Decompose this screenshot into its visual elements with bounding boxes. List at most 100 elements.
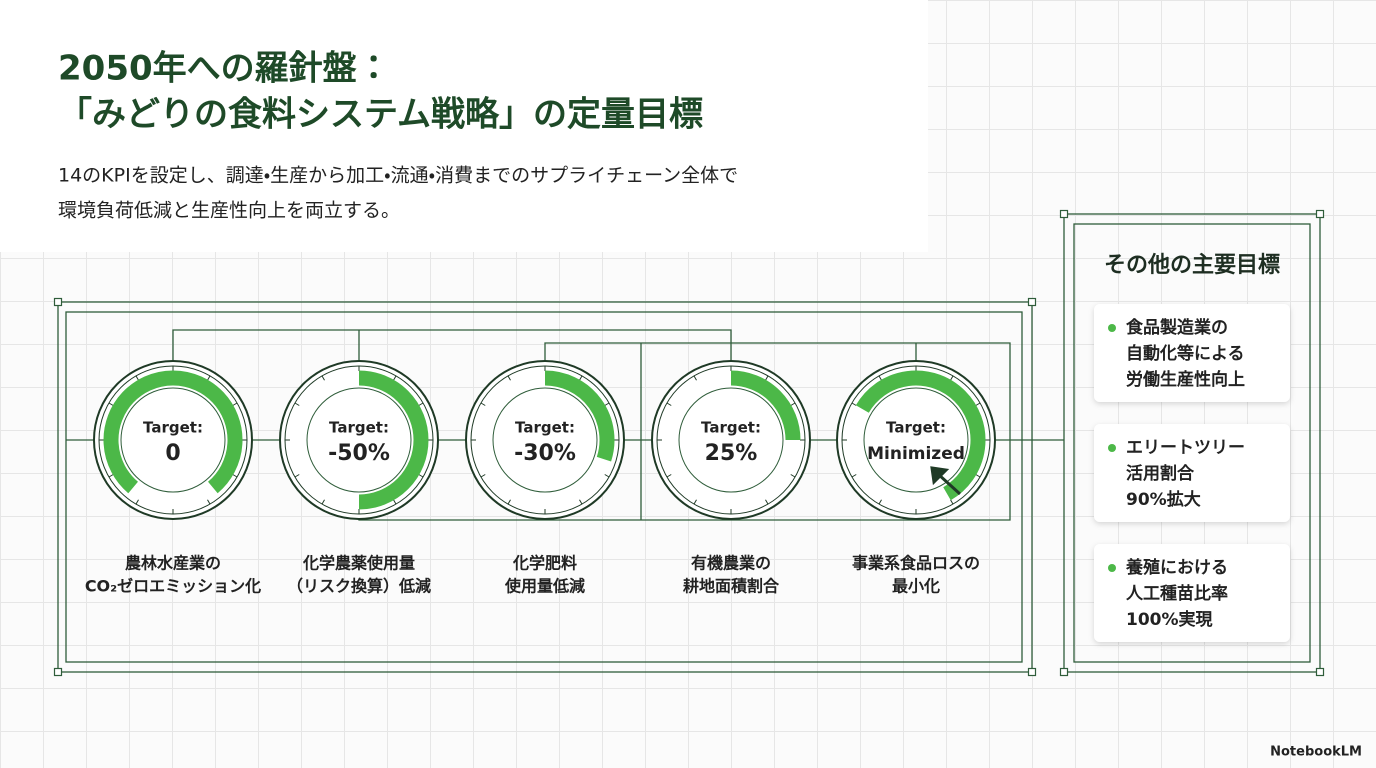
bullet <box>1108 324 1116 332</box>
corner-marker <box>1027 297 1037 307</box>
gauge-inner <box>863 387 969 493</box>
gauge-tick <box>135 499 139 505</box>
arrow-icon <box>930 466 962 496</box>
goal-line: 食品製造業の <box>1126 317 1228 338</box>
gauge-caption: 使用量低減 <box>504 577 585 596</box>
gauge-value: -50% <box>328 441 390 466</box>
corner-marker <box>1059 209 1069 219</box>
bullet <box>1108 444 1116 452</box>
bullet <box>1108 564 1116 572</box>
gauge-tick <box>418 474 424 478</box>
goal-line: 100%実現 <box>1126 609 1213 630</box>
gauge-caption: 農林水産業の <box>125 554 221 573</box>
gauge-tick <box>878 375 882 381</box>
gauge-tick <box>480 402 486 406</box>
goal-line: 90%拡大 <box>1126 489 1201 510</box>
side-title: その他の主要目標 <box>1104 253 1280 278</box>
corner-marker <box>1027 667 1037 677</box>
gauge-inner <box>306 387 412 493</box>
gauge-tick <box>321 375 325 381</box>
gauge-tick <box>851 402 857 406</box>
corner-marker <box>1315 667 1325 677</box>
gauge-tick <box>393 375 397 381</box>
corner-marker <box>53 667 63 677</box>
gauge-tick <box>604 402 610 406</box>
gauge-tick <box>790 402 796 406</box>
gauge-tick <box>135 375 139 381</box>
gauge-tick <box>108 474 114 478</box>
gauge-tick <box>393 499 397 505</box>
gauge-inner <box>678 387 784 493</box>
gauge-tick <box>693 499 697 505</box>
side-frame <box>1063 213 1321 673</box>
gauge-tick <box>207 499 211 505</box>
goal-line: 人工種苗比率 <box>1125 583 1228 604</box>
corner-marker <box>1315 209 1325 219</box>
goal-card <box>1094 424 1290 522</box>
gauge-value: -30% <box>514 441 576 466</box>
gauge-tick <box>975 402 981 406</box>
gauge-arc <box>103 370 243 494</box>
gauge-label: Target: <box>701 419 761 437</box>
gauge-tick <box>294 474 300 478</box>
header-panel <box>0 0 928 252</box>
gauge-tick <box>480 474 486 478</box>
gauge-arc <box>855 370 986 501</box>
gauge-caption: （リスク換算）低減 <box>287 577 431 596</box>
gauge-value: Minimized <box>867 444 965 464</box>
gauge-inner <box>492 387 598 493</box>
gauge-tick <box>579 375 583 381</box>
gauge-tick <box>666 474 672 478</box>
gauge-tick <box>950 499 954 505</box>
gauge-value: 25% <box>705 441 758 466</box>
gauge-tick <box>765 499 769 505</box>
gauge-tick <box>975 474 981 478</box>
gauge-caption: 耕地面積割合 <box>683 577 780 596</box>
gauge-caption: 化学肥料 <box>512 554 577 573</box>
gauge-caption: 有機農業の <box>691 554 771 573</box>
gauge-arc <box>730 370 801 441</box>
gauge-tick <box>878 499 882 505</box>
goal-line: 自動化等による <box>1126 343 1245 364</box>
gauge-tick <box>604 474 610 478</box>
gauge-caption: 化学農薬使用量 <box>302 554 415 573</box>
gauge-tick <box>207 375 211 381</box>
gauge-tick <box>507 375 511 381</box>
gauge-tick <box>666 402 672 406</box>
gauge-tick <box>232 474 238 478</box>
gauge-caption: 最小化 <box>892 577 940 596</box>
gauge-arc <box>544 370 615 462</box>
corner-marker <box>53 297 63 307</box>
subtitle-line: 14のKPIを設定し、調達・生産から加工・流通・消費までのサプライチェーン全体で <box>58 165 738 187</box>
goal-line: 養殖における <box>1126 557 1228 578</box>
gauge-label: Target: <box>886 419 946 437</box>
goal-card <box>1094 544 1290 642</box>
footer-brand: NotebookLM <box>1270 745 1362 760</box>
gauge-tick <box>579 499 583 505</box>
goal-line: 労働生産性向上 <box>1126 369 1245 390</box>
gauge-tick <box>765 375 769 381</box>
gauge-tick <box>321 499 325 505</box>
corner-marker <box>1059 667 1069 677</box>
gauge-arc <box>358 370 429 510</box>
gauge-label: Target: <box>143 419 203 437</box>
gauge-tick <box>294 402 300 406</box>
gauge-label: Target: <box>329 419 389 437</box>
gauge-tick <box>108 402 114 406</box>
gauge-tick <box>851 474 857 478</box>
gauge-tick <box>790 474 796 478</box>
gauge-tick <box>693 375 697 381</box>
title-line: 「みどりの食料システム戦略」の定量目標 <box>58 95 703 135</box>
gauge-value: 0 <box>165 441 180 466</box>
title-line: 2050年への羅針盤： <box>58 49 391 89</box>
goal-card <box>1094 304 1290 402</box>
gauge-inner <box>120 387 226 493</box>
gauge-tick <box>950 375 954 381</box>
goal-line: 活用割合 <box>1126 463 1195 484</box>
goal-line: エリートツリー <box>1126 438 1245 458</box>
gauge-tick <box>232 402 238 406</box>
gauge-label: Target: <box>515 419 575 437</box>
gauge-caption: 事業系食品ロスの <box>852 554 980 573</box>
